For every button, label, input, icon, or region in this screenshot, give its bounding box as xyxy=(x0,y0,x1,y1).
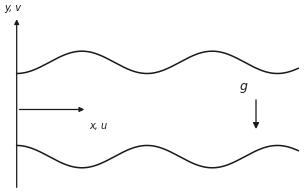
Text: x, u: x, u xyxy=(89,121,107,131)
Text: g: g xyxy=(240,80,248,93)
Text: y, v: y, v xyxy=(4,3,21,13)
